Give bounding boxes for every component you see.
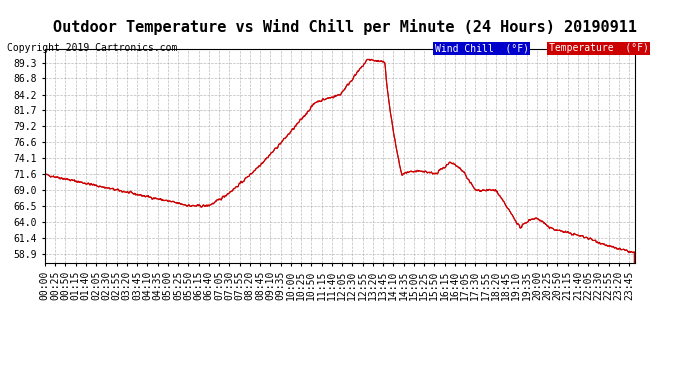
Text: Outdoor Temperature vs Wind Chill per Minute (24 Hours) 20190911: Outdoor Temperature vs Wind Chill per Mi… — [53, 19, 637, 35]
Text: Temperature  (°F): Temperature (°F) — [549, 43, 649, 53]
Text: Copyright 2019 Cartronics.com: Copyright 2019 Cartronics.com — [7, 43, 177, 53]
Text: Wind Chill  (°F): Wind Chill (°F) — [435, 43, 529, 53]
